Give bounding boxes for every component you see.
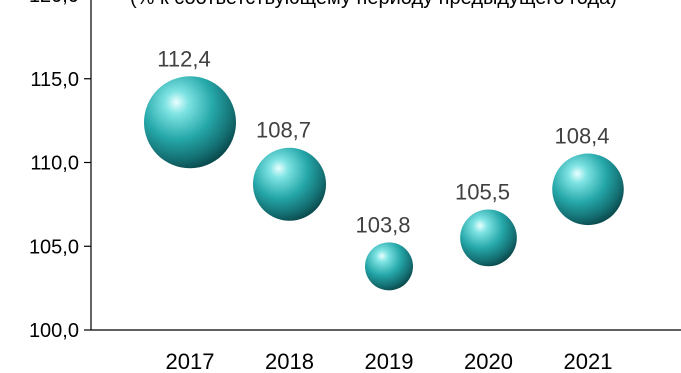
bubble-2017 <box>144 76 236 169</box>
bubble-2019 <box>365 242 413 291</box>
data-label-2017: 112,4 <box>157 46 210 71</box>
y-tick-label: 105,0 <box>29 236 79 258</box>
y-tick-label: 110,0 <box>30 153 79 175</box>
y-tick-label: 115,0 <box>30 69 79 91</box>
x-tick-label-2019: 2019 <box>365 349 414 373</box>
chart-title: (% к соответствующему периоду предыдущег… <box>130 0 617 9</box>
bubble-series: 112,4 108,7 103,8 105,5 108,4 <box>144 46 624 291</box>
y-tick-group: 100,0 105,0 110,0 115,0 120,0 <box>29 0 91 342</box>
bubble-2021 <box>552 153 624 226</box>
data-label-2018: 108,7 <box>256 118 311 143</box>
x-tick-label-2021: 2021 <box>564 349 613 373</box>
data-label-2021: 108,4 <box>554 124 609 149</box>
bubble-2020 <box>460 209 517 267</box>
data-label-2020: 105,5 <box>455 180 510 205</box>
x-tick-label-2018: 2018 <box>265 349 314 373</box>
x-tick-group: 2017 2018 2019 2020 2021 <box>166 349 613 373</box>
data-label-2019: 103,8 <box>355 212 410 237</box>
y-tick-label: 100,0 <box>29 320 79 342</box>
x-tick-label-2020: 2020 <box>464 349 513 373</box>
x-tick-label-2017: 2017 <box>166 349 215 373</box>
bubble-2018 <box>252 147 327 221</box>
y-tick-label: 120,0 <box>29 0 79 7</box>
